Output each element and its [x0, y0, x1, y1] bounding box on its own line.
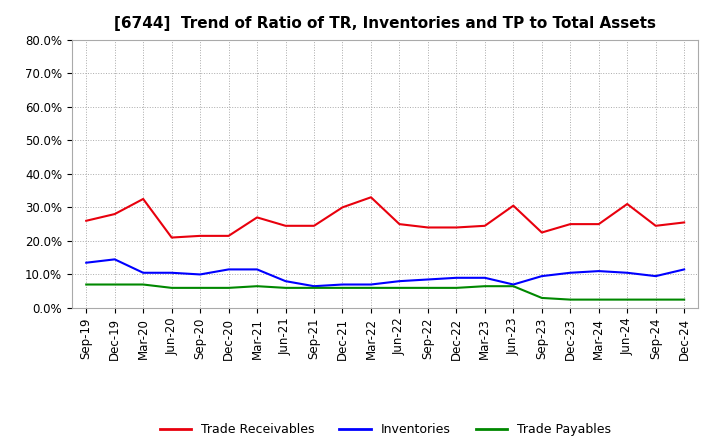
Inventories — [167, 270, 176, 275]
Inventories — [338, 282, 347, 287]
Trade Receivables — [82, 218, 91, 224]
Inventories — [139, 270, 148, 275]
Inventories — [366, 282, 375, 287]
Trade Payables — [480, 283, 489, 289]
Trade Payables — [82, 282, 91, 287]
Trade Receivables — [196, 233, 204, 238]
Trade Payables — [566, 297, 575, 302]
Trade Payables — [452, 285, 461, 290]
Inventories — [310, 283, 318, 289]
Inventories — [595, 268, 603, 274]
Trade Payables — [509, 283, 518, 289]
Trade Payables — [537, 295, 546, 301]
Line: Inventories: Inventories — [86, 259, 684, 286]
Inventories — [395, 279, 404, 284]
Trade Receivables — [452, 225, 461, 230]
Trade Payables — [423, 285, 432, 290]
Trade Receivables — [652, 223, 660, 228]
Trade Payables — [310, 285, 318, 290]
Inventories — [423, 277, 432, 282]
Trade Receivables — [310, 223, 318, 228]
Line: Trade Payables: Trade Payables — [86, 285, 684, 300]
Trade Receivables — [139, 196, 148, 202]
Inventories — [452, 275, 461, 280]
Line: Trade Receivables: Trade Receivables — [86, 197, 684, 238]
Trade Payables — [366, 285, 375, 290]
Trade Receivables — [366, 194, 375, 200]
Trade Payables — [282, 285, 290, 290]
Trade Receivables — [338, 205, 347, 210]
Trade Receivables — [623, 202, 631, 207]
Trade Receivables — [282, 223, 290, 228]
Title: [6744]  Trend of Ratio of TR, Inventories and TP to Total Assets: [6744] Trend of Ratio of TR, Inventories… — [114, 16, 656, 32]
Inventories — [196, 272, 204, 277]
Inventories — [623, 270, 631, 275]
Trade Payables — [196, 285, 204, 290]
Inventories — [537, 274, 546, 279]
Trade Receivables — [509, 203, 518, 208]
Trade Payables — [395, 285, 404, 290]
Trade Receivables — [480, 223, 489, 228]
Trade Payables — [595, 297, 603, 302]
Trade Payables — [167, 285, 176, 290]
Trade Payables — [110, 282, 119, 287]
Trade Receivables — [167, 235, 176, 240]
Trade Receivables — [537, 230, 546, 235]
Trade Receivables — [225, 233, 233, 238]
Inventories — [110, 257, 119, 262]
Trade Payables — [338, 285, 347, 290]
Trade Payables — [623, 297, 631, 302]
Inventories — [282, 279, 290, 284]
Inventories — [680, 267, 688, 272]
Inventories — [480, 275, 489, 280]
Trade Receivables — [680, 220, 688, 225]
Inventories — [253, 267, 261, 272]
Inventories — [225, 267, 233, 272]
Trade Receivables — [395, 221, 404, 227]
Trade Receivables — [110, 211, 119, 216]
Trade Receivables — [566, 221, 575, 227]
Trade Payables — [253, 283, 261, 289]
Trade Receivables — [253, 215, 261, 220]
Inventories — [509, 282, 518, 287]
Inventories — [566, 270, 575, 275]
Trade Payables — [680, 297, 688, 302]
Trade Receivables — [423, 225, 432, 230]
Trade Receivables — [595, 221, 603, 227]
Inventories — [652, 274, 660, 279]
Legend: Trade Receivables, Inventories, Trade Payables: Trade Receivables, Inventories, Trade Pa… — [155, 418, 616, 440]
Trade Payables — [139, 282, 148, 287]
Trade Payables — [225, 285, 233, 290]
Inventories — [82, 260, 91, 265]
Trade Payables — [652, 297, 660, 302]
